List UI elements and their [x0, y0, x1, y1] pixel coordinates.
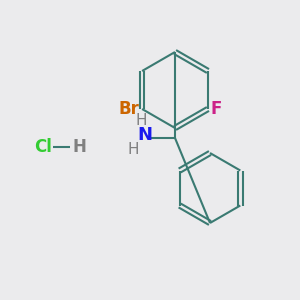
Text: H: H	[135, 113, 147, 128]
Text: Br: Br	[118, 100, 139, 118]
Text: Cl: Cl	[34, 138, 52, 156]
Text: F: F	[211, 100, 222, 118]
Text: N: N	[137, 126, 152, 144]
Text: H: H	[127, 142, 139, 157]
Text: H: H	[73, 138, 87, 156]
